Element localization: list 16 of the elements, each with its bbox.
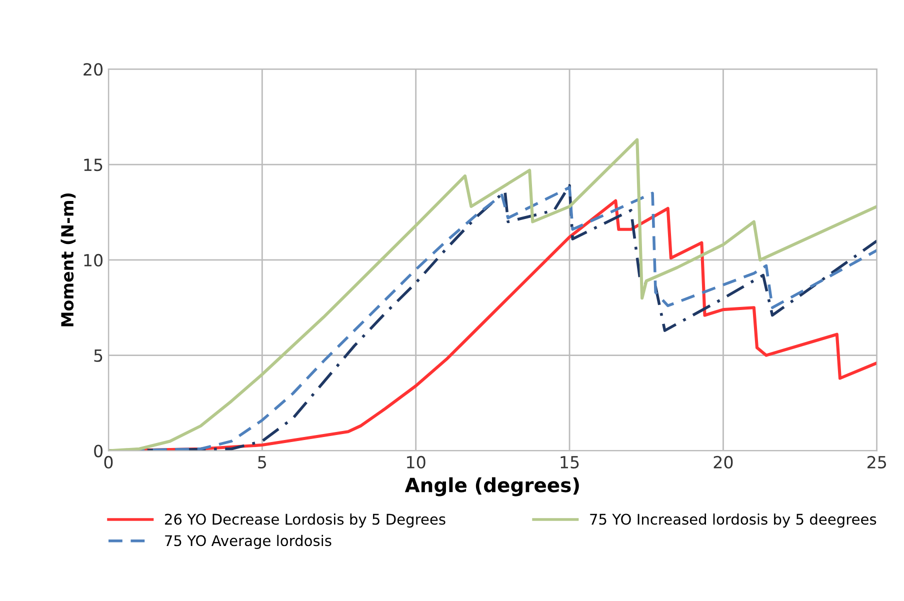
x-tick-label: 5 bbox=[258, 456, 266, 469]
y-tick-label: 15 bbox=[84, 158, 102, 172]
y-tick-label: 5 bbox=[94, 350, 102, 362]
y-tick-label: 0 bbox=[94, 444, 103, 458]
legend-label: 75 YO Increased lordosis by 5 deegrees bbox=[590, 513, 876, 528]
x-tick-label: 15 bbox=[560, 456, 579, 469]
x-tick-label: 0 bbox=[104, 456, 113, 469]
y-tick-label: 10 bbox=[84, 254, 103, 266]
legend-label: 26 YO Decrease Lordosis by 5 Degrees bbox=[164, 513, 446, 528]
y-axis-title: Moment (N-m) bbox=[60, 193, 76, 326]
x-axis-title: Angle (degrees) bbox=[404, 477, 579, 496]
y-tick-label: 20 bbox=[84, 63, 103, 76]
x-tick-label: 25 bbox=[867, 456, 886, 469]
legend-label: 75 YO Average lordosis bbox=[165, 534, 332, 550]
x-tick-label: 20 bbox=[714, 456, 733, 469]
x-tick-label: 10 bbox=[407, 456, 426, 469]
